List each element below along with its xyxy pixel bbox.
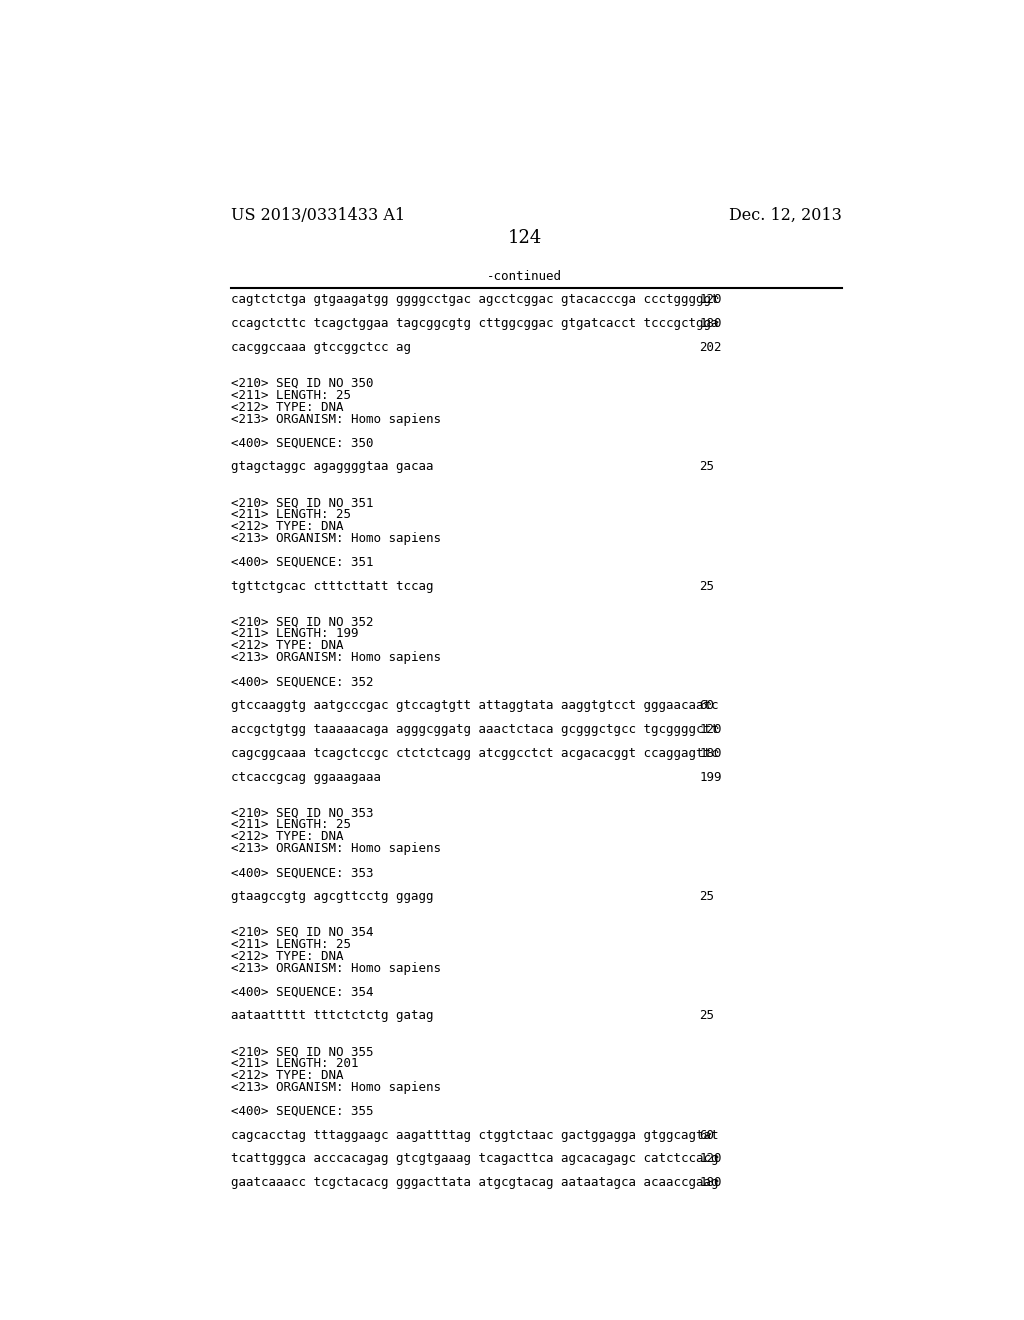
Text: <213> ORGANISM: Homo sapiens: <213> ORGANISM: Homo sapiens	[231, 842, 441, 855]
Text: 60: 60	[699, 1129, 715, 1142]
Text: <210> SEQ ID NO 354: <210> SEQ ID NO 354	[231, 925, 374, 939]
Text: 25: 25	[699, 1010, 715, 1022]
Text: gtaagccgtg agcgttcctg ggagg: gtaagccgtg agcgttcctg ggagg	[231, 890, 434, 903]
Text: tcattgggca acccacagag gtcgtgaaag tcagacttca agcacagagc catctccacg: tcattgggca acccacagag gtcgtgaaag tcagact…	[231, 1152, 719, 1166]
Text: <212> TYPE: DNA: <212> TYPE: DNA	[231, 830, 344, 843]
Text: 120: 120	[699, 1152, 722, 1166]
Text: 60: 60	[699, 700, 715, 711]
Text: 25: 25	[699, 890, 715, 903]
Text: cacggccaaa gtccggctcc ag: cacggccaaa gtccggctcc ag	[231, 341, 412, 354]
Text: <213> ORGANISM: Homo sapiens: <213> ORGANISM: Homo sapiens	[231, 1081, 441, 1094]
Text: <400> SEQUENCE: 355: <400> SEQUENCE: 355	[231, 1105, 374, 1118]
Text: <400> SEQUENCE: 354: <400> SEQUENCE: 354	[231, 986, 374, 998]
Text: 180: 180	[699, 747, 722, 760]
Text: <400> SEQUENCE: 353: <400> SEQUENCE: 353	[231, 866, 374, 879]
Text: gtccaaggtg aatgcccgac gtccagtgtt attaggtata aaggtgtcct gggaacaatc: gtccaaggtg aatgcccgac gtccagtgtt attaggt…	[231, 700, 719, 711]
Text: ccagctcttc tcagctggaa tagcggcgtg cttggcggac gtgatcacct tcccgctgga: ccagctcttc tcagctggaa tagcggcgtg cttggcg…	[231, 317, 719, 330]
Text: <211> LENGTH: 25: <211> LENGTH: 25	[231, 937, 351, 950]
Text: 180: 180	[699, 1176, 722, 1189]
Text: 124: 124	[508, 230, 542, 247]
Text: <211> LENGTH: 199: <211> LENGTH: 199	[231, 627, 358, 640]
Text: gaatcaaacc tcgctacacg gggacttata atgcgtacag aataatagca acaaccgaag: gaatcaaacc tcgctacacg gggacttata atgcgta…	[231, 1176, 719, 1189]
Text: <210> SEQ ID NO 350: <210> SEQ ID NO 350	[231, 376, 374, 389]
Text: <210> SEQ ID NO 352: <210> SEQ ID NO 352	[231, 615, 374, 628]
Text: -continued: -continued	[487, 271, 562, 282]
Text: accgctgtgg taaaaacaga agggcggatg aaactctaca gcgggctgcc tgcggggctt: accgctgtgg taaaaacaga agggcggatg aaactct…	[231, 723, 719, 735]
Text: 202: 202	[699, 341, 722, 354]
Text: 120: 120	[699, 723, 722, 735]
Text: aataattttt tttctctctg gatag: aataattttt tttctctctg gatag	[231, 1010, 434, 1022]
Text: <210> SEQ ID NO 355: <210> SEQ ID NO 355	[231, 1045, 374, 1059]
Text: <400> SEQUENCE: 352: <400> SEQUENCE: 352	[231, 675, 374, 688]
Text: <213> ORGANISM: Homo sapiens: <213> ORGANISM: Homo sapiens	[231, 532, 441, 545]
Text: <212> TYPE: DNA: <212> TYPE: DNA	[231, 1069, 344, 1082]
Text: <400> SEQUENCE: 351: <400> SEQUENCE: 351	[231, 556, 374, 569]
Text: <212> TYPE: DNA: <212> TYPE: DNA	[231, 520, 344, 533]
Text: 120: 120	[699, 293, 722, 306]
Text: Dec. 12, 2013: Dec. 12, 2013	[729, 207, 843, 224]
Text: <213> ORGANISM: Homo sapiens: <213> ORGANISM: Homo sapiens	[231, 961, 441, 974]
Text: <213> ORGANISM: Homo sapiens: <213> ORGANISM: Homo sapiens	[231, 413, 441, 425]
Text: <211> LENGTH: 25: <211> LENGTH: 25	[231, 818, 351, 832]
Text: 25: 25	[699, 579, 715, 593]
Text: cagcggcaaa tcagctccgc ctctctcagg atcggcctct acgacacggt ccaggagttc: cagcggcaaa tcagctccgc ctctctcagg atcggcc…	[231, 747, 719, 760]
Text: <213> ORGANISM: Homo sapiens: <213> ORGANISM: Homo sapiens	[231, 651, 441, 664]
Text: 25: 25	[699, 461, 715, 474]
Text: tgttctgcac ctttcttatt tccag: tgttctgcac ctttcttatt tccag	[231, 579, 434, 593]
Text: 180: 180	[699, 317, 722, 330]
Text: <211> LENGTH: 25: <211> LENGTH: 25	[231, 388, 351, 401]
Text: US 2013/0331433 A1: US 2013/0331433 A1	[231, 207, 406, 224]
Text: <210> SEQ ID NO 351: <210> SEQ ID NO 351	[231, 496, 374, 510]
Text: <212> TYPE: DNA: <212> TYPE: DNA	[231, 949, 344, 962]
Text: <212> TYPE: DNA: <212> TYPE: DNA	[231, 639, 344, 652]
Text: <212> TYPE: DNA: <212> TYPE: DNA	[231, 400, 344, 413]
Text: ctcaccgcag ggaaagaaa: ctcaccgcag ggaaagaaa	[231, 771, 381, 784]
Text: <211> LENGTH: 25: <211> LENGTH: 25	[231, 508, 351, 521]
Text: <211> LENGTH: 201: <211> LENGTH: 201	[231, 1057, 358, 1071]
Text: gtagctaggc agaggggtaa gacaa: gtagctaggc agaggggtaa gacaa	[231, 461, 434, 474]
Text: cagcacctag tttaggaagc aagattttag ctggtctaac gactggagga gtggcagtat: cagcacctag tttaggaagc aagattttag ctggtct…	[231, 1129, 719, 1142]
Text: <210> SEQ ID NO 353: <210> SEQ ID NO 353	[231, 807, 374, 820]
Text: cagtctctga gtgaagatgg ggggcctgac agcctcggac gtacacccga ccctgggggt: cagtctctga gtgaagatgg ggggcctgac agcctcg…	[231, 293, 719, 306]
Text: <400> SEQUENCE: 350: <400> SEQUENCE: 350	[231, 437, 374, 449]
Text: 199: 199	[699, 771, 722, 784]
